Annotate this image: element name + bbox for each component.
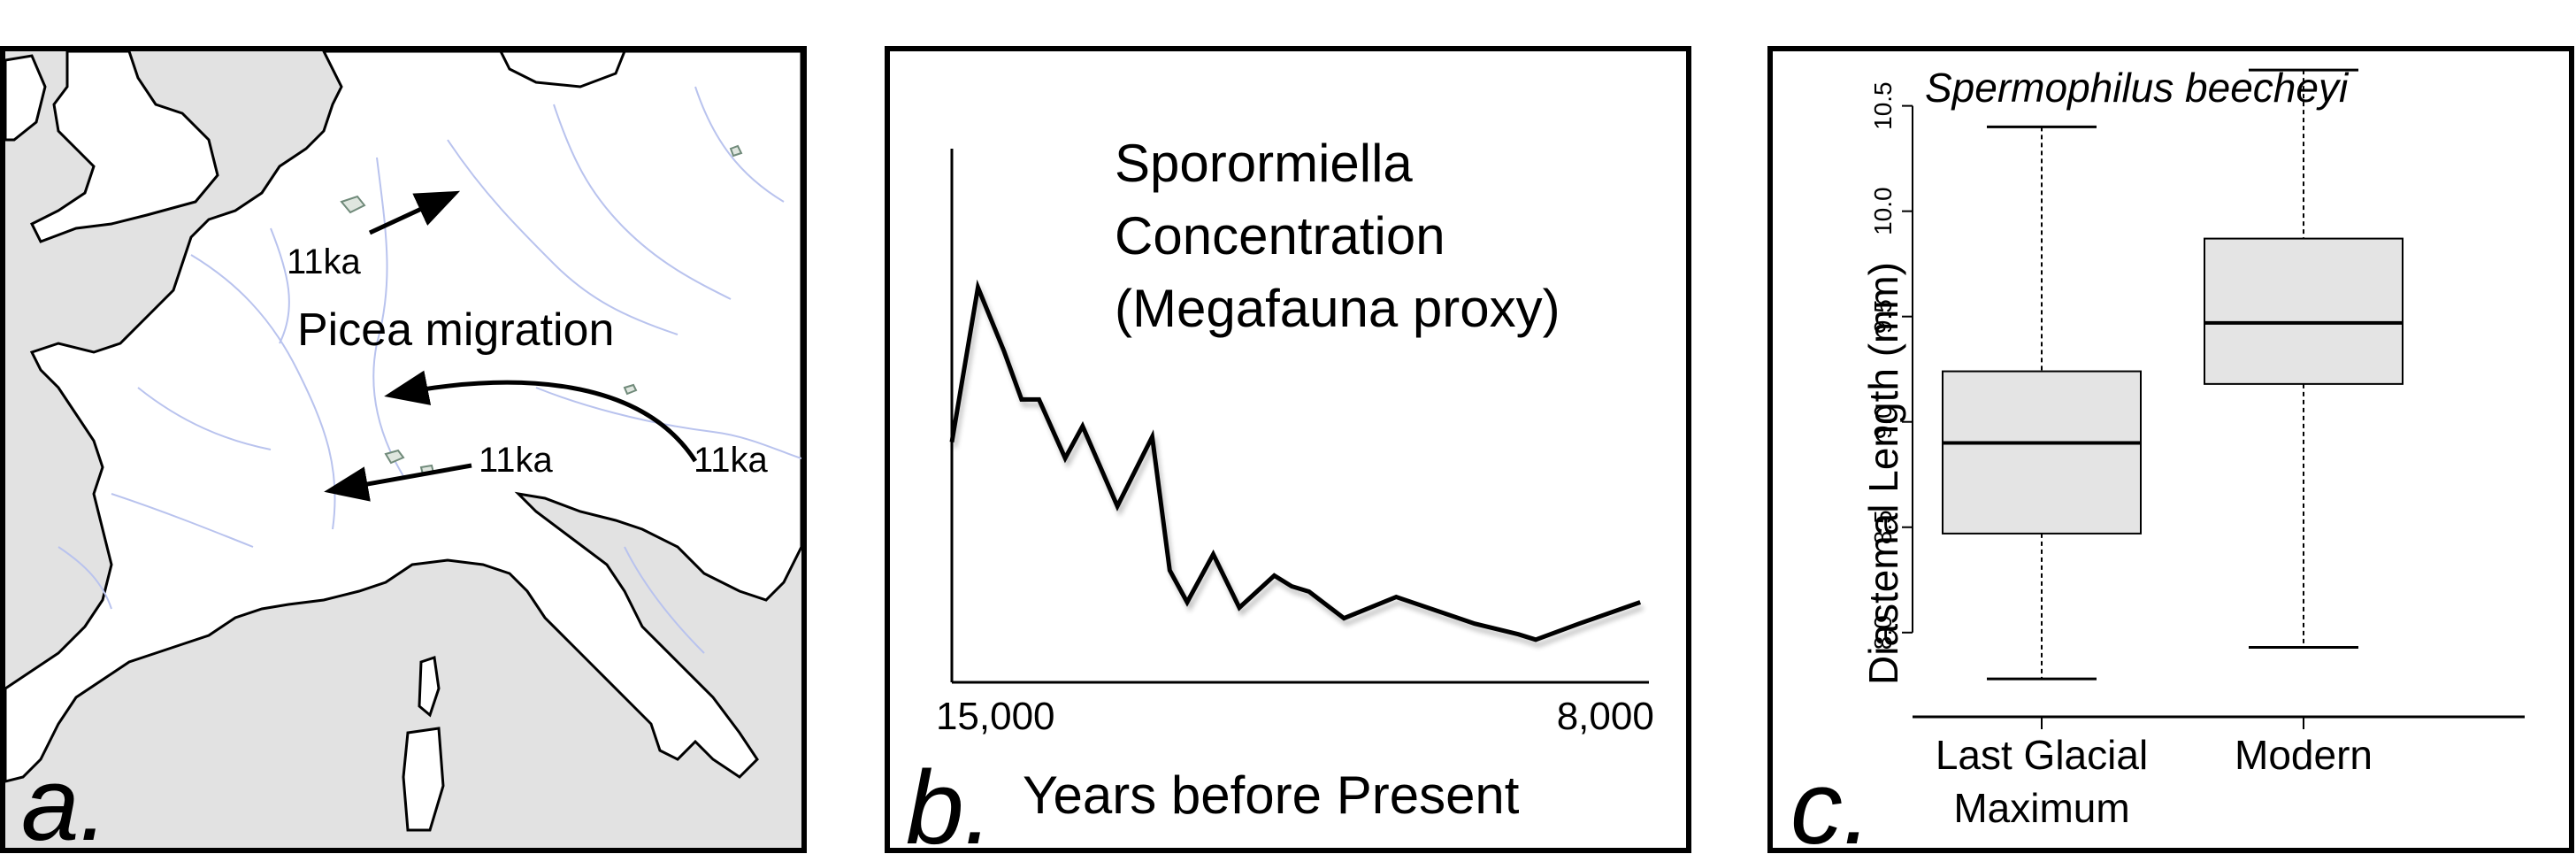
arrow-northwest bbox=[368, 190, 461, 235]
y-tick-label: 8.5 bbox=[1869, 510, 1897, 544]
category-label-modern: Modern bbox=[2235, 732, 2373, 778]
sporormiella-line-chart: 15,000 8,000 bbox=[936, 149, 1654, 738]
ireland-land bbox=[5, 54, 47, 142]
panel-letter-c: c. bbox=[1790, 750, 1872, 853]
europe-map bbox=[5, 51, 801, 848]
y-axis-label: Diastemal Length (mm) bbox=[1860, 261, 1906, 686]
y-axis: 8.0 8.5 9.0 9.5 10.0 10.5 bbox=[1869, 81, 1913, 650]
arrow-label-east: 11ka bbox=[694, 441, 768, 480]
migration-arrows bbox=[324, 190, 698, 502]
iqr-box bbox=[1942, 370, 2142, 535]
x-tick-labels: 15,000 8,000 bbox=[936, 695, 1654, 738]
x-tick-label: 15,000 bbox=[936, 695, 1055, 738]
panel-a-map: 11ka Picea migration 11ka 11ka a. bbox=[0, 46, 807, 853]
iqr-box bbox=[2204, 237, 2404, 385]
chart-title-line-3: (Megafauna proxy) bbox=[1115, 279, 1560, 338]
category-label-lgm-line-2: Maximum bbox=[1953, 785, 2130, 831]
arrow-label-alpine: 11ka bbox=[479, 441, 553, 480]
great-britain-land bbox=[29, 51, 219, 243]
y-tick-label: 10.5 bbox=[1869, 81, 1897, 130]
panel-letter-a: a. bbox=[21, 746, 109, 853]
x-tick-label: 8,000 bbox=[1557, 695, 1654, 738]
boxes bbox=[1942, 68, 2404, 729]
chart-title-line-2: Concentration bbox=[1115, 206, 1445, 265]
y-tick-label: 9.5 bbox=[1869, 299, 1897, 334]
continent-land bbox=[5, 51, 801, 783]
x-axis-label: Years before Present bbox=[1023, 766, 1520, 825]
category-label-lgm-line-1: Last Glacial bbox=[1935, 732, 2149, 778]
lakes bbox=[340, 144, 743, 476]
panel-c-box-plot: 8.0 8.5 9.0 9.5 10.0 10.5 Spermophilus beeche… bbox=[1767, 46, 2574, 853]
y-tick-label: 8.0 bbox=[1869, 615, 1897, 650]
y-tick-label: 10.0 bbox=[1869, 187, 1897, 235]
corsica-island bbox=[418, 656, 441, 718]
rivers bbox=[58, 86, 801, 654]
migration-label: Picea migration bbox=[297, 304, 615, 356]
arrow-label-northwest: 11ka bbox=[287, 242, 361, 281]
panel-letter-b: b. bbox=[906, 750, 993, 853]
panel-b-line-chart: 15,000 8,000 Sporormiella Concentration (… bbox=[885, 46, 1691, 853]
sporormiella-series-line bbox=[949, 279, 1642, 642]
arrow-alpine bbox=[324, 463, 472, 502]
diastemal-box-plot: 8.0 8.5 9.0 9.5 10.0 10.5 bbox=[1869, 68, 2525, 729]
y-tick-label: 9.0 bbox=[1869, 404, 1897, 439]
scandinavia-land bbox=[499, 51, 626, 88]
sardinia-island bbox=[402, 727, 445, 832]
chart-title: Spermophilus beecheyi bbox=[1925, 65, 2349, 111]
chart-title-line-1: Sporormiella bbox=[1115, 134, 1413, 193]
arrow-east bbox=[384, 370, 698, 463]
